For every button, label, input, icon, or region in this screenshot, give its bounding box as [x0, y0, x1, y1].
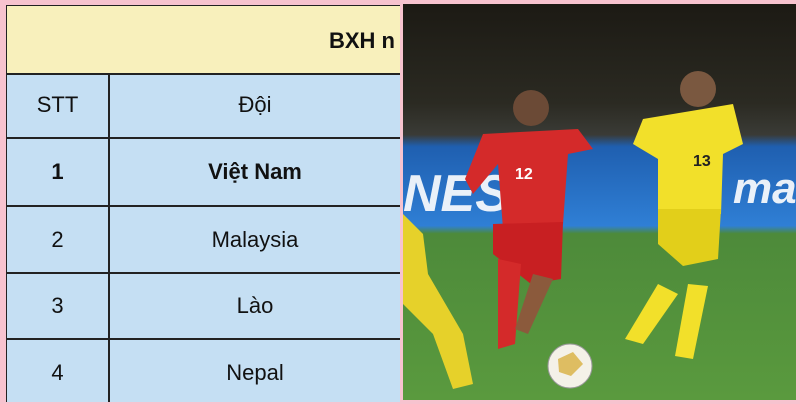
table-row: 3 Lào — [7, 274, 400, 340]
yellow-player-shirt — [633, 104, 743, 214]
yellow-player-number: 13 — [693, 153, 711, 170]
red-player-head — [513, 90, 549, 126]
yellow-player-shorts — [658, 209, 721, 266]
table-title: BXH n — [329, 28, 395, 53]
team-cell: Lào — [236, 293, 274, 318]
red-player-shirt — [465, 129, 593, 229]
table-row: 2 Malaysia — [7, 207, 400, 274]
football-pattern — [558, 352, 583, 376]
red-player-leg — [515, 274, 553, 334]
table-row: 4 Nepal — [7, 340, 400, 402]
red-player-shorts — [493, 222, 563, 284]
rank-cell: 4 — [7, 340, 110, 402]
ad-board-text-right: ma — [733, 164, 796, 213]
team-cell: Nepal — [226, 360, 284, 385]
table-title-row: BXH n — [7, 6, 400, 75]
rank-cell: 3 — [7, 274, 110, 338]
red-player-leg — [498, 259, 521, 349]
standings-table: BXH n STT Đội 1 Việt Nam 2 Malaysia 3 Là… — [6, 5, 400, 402]
header-team: Đội — [238, 92, 272, 117]
table-row: 1 Việt Nam — [7, 139, 400, 207]
ad-board-text: NES — [403, 165, 510, 223]
yellow-player-head — [680, 71, 716, 107]
players-illustration: 12 13 — [403, 71, 743, 389]
rank-cell: 1 — [7, 139, 110, 205]
partial-player — [403, 214, 473, 389]
yellow-player-leg — [625, 284, 678, 344]
header-stt: STT — [7, 73, 110, 137]
team-cell: Malaysia — [211, 226, 299, 252]
match-photo: NES ma 12 13 — [403, 4, 796, 400]
rank-cell: 2 — [7, 207, 110, 272]
red-player-number: 12 — [515, 166, 533, 183]
team-cell: Việt Nam — [208, 159, 302, 184]
yellow-player-leg — [675, 284, 708, 359]
table-header-row: STT Đội — [7, 73, 400, 139]
